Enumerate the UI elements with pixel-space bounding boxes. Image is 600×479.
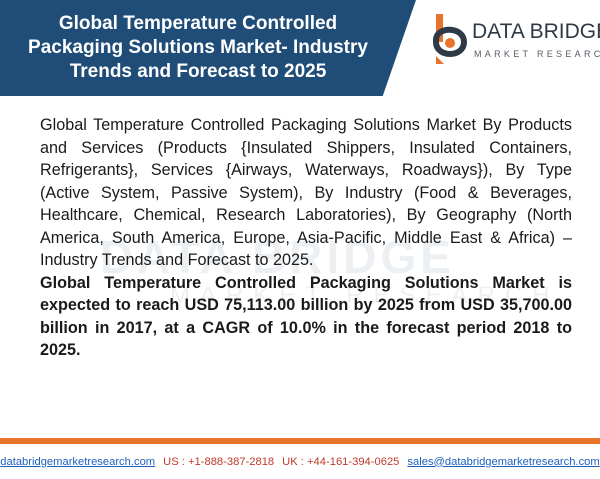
main-content: Global Temperature Controlled Packaging … bbox=[40, 114, 572, 362]
page-header: Global Temperature Controlled Packaging … bbox=[0, 0, 600, 96]
uk-phone: UK : +44-161-394-0625 bbox=[282, 455, 400, 468]
email-link[interactable]: sales@databridgemarketresearch.com bbox=[407, 455, 600, 468]
page-footer: databridgemarketresearch.com US : +1-888… bbox=[0, 444, 600, 479]
logo-subtitle: MARKET RESEARCH bbox=[474, 49, 600, 59]
title-banner: Global Temperature Controlled Packaging … bbox=[0, 0, 416, 96]
page-title: Global Temperature Controlled Packaging … bbox=[28, 13, 368, 82]
logo-name: DATA BRIDGE bbox=[472, 20, 600, 43]
market-highlight: Global Temperature Controlled Packaging … bbox=[40, 273, 572, 360]
data-bridge-logo-icon bbox=[433, 14, 468, 64]
footer-divider bbox=[0, 438, 600, 444]
market-description: Global Temperature Controlled Packaging … bbox=[40, 116, 572, 269]
website-link[interactable]: databridgemarketresearch.com bbox=[0, 455, 156, 468]
us-phone: US : +1-888-387-2818 bbox=[163, 455, 275, 468]
company-logo: DATA BRIDGE MARKET RESEARCH bbox=[432, 12, 600, 72]
